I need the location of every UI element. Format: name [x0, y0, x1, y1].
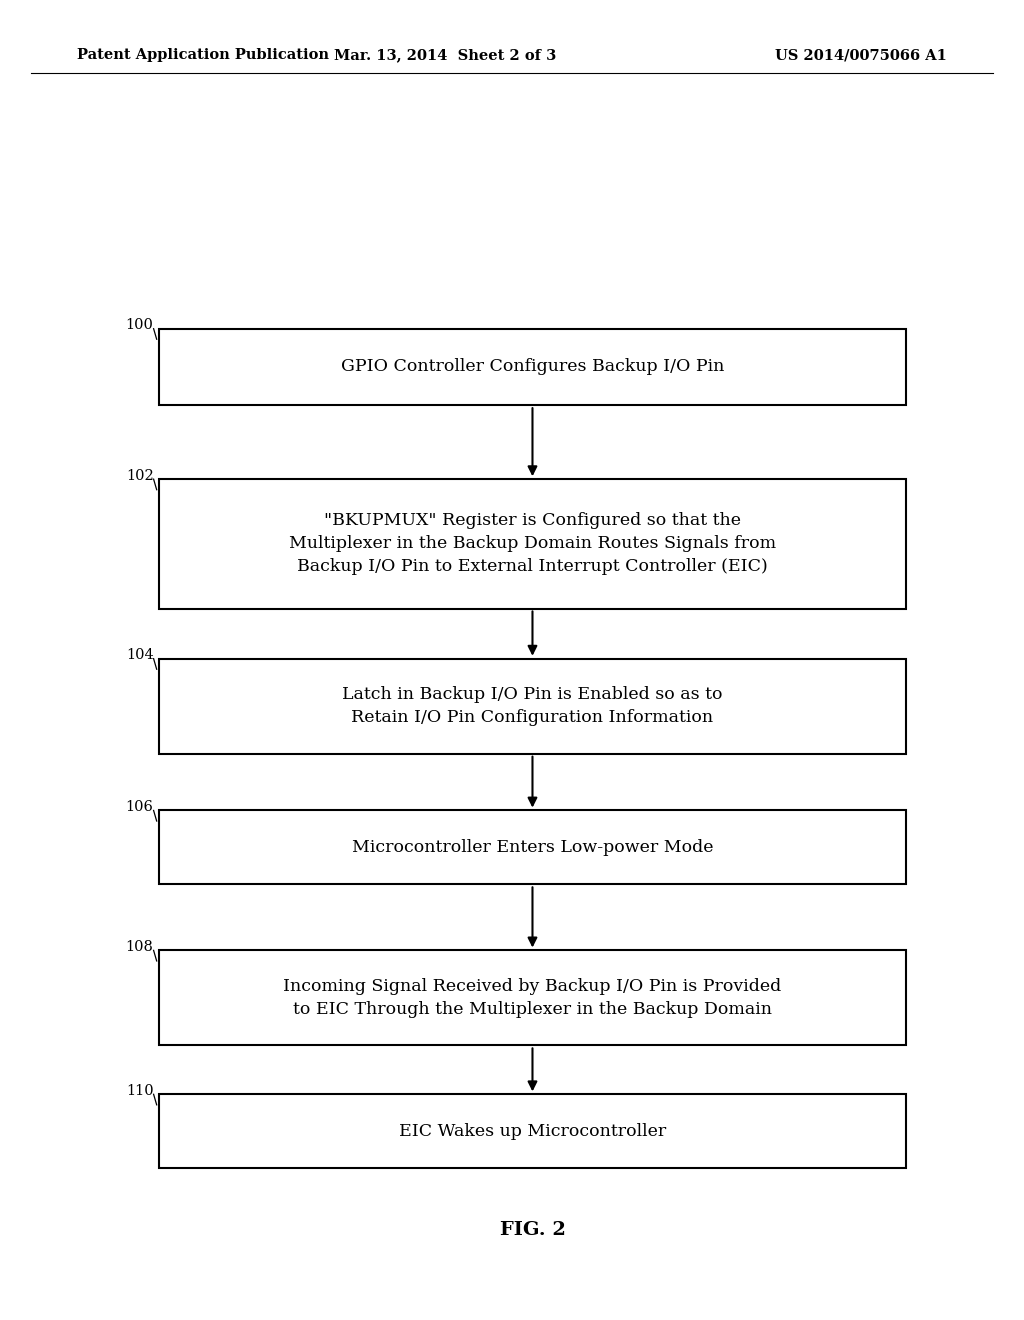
Bar	[159, 329, 906, 405]
Text: Patent Application Publication: Patent Application Publication	[77, 49, 329, 62]
Text: Latch in Backup I/O Pin is Enabled so as to
Retain I/O Pin Configuration Informa: Latch in Backup I/O Pin is Enabled so as…	[342, 686, 723, 726]
Text: Incoming Signal Received by Backup I/O Pin is Provided
to EIC Through the Multip: Incoming Signal Received by Backup I/O P…	[284, 978, 781, 1018]
Text: GPIO Controller Configures Backup I/O Pin: GPIO Controller Configures Backup I/O Pi…	[341, 359, 724, 375]
Text: EIC Wakes up Microcontroller: EIC Wakes up Microcontroller	[399, 1123, 666, 1139]
Text: 110: 110	[126, 1084, 154, 1098]
Text: FIG. 2: FIG. 2	[500, 1221, 565, 1239]
Text: 102: 102	[126, 469, 154, 483]
Text: 106: 106	[126, 800, 154, 814]
Bar	[159, 1094, 906, 1168]
Text: "BKUPMUX" Register is Configured so that the
Multiplexer in the Backup Domain Ro: "BKUPMUX" Register is Configured so that…	[289, 512, 776, 576]
Bar	[159, 810, 906, 884]
Text: 104: 104	[126, 648, 154, 663]
Bar	[159, 659, 906, 754]
Text: 108: 108	[126, 940, 154, 954]
Bar	[159, 950, 906, 1045]
Bar	[159, 479, 906, 609]
Text: 100: 100	[126, 318, 154, 333]
Text: US 2014/0075066 A1: US 2014/0075066 A1	[775, 49, 947, 62]
Text: Mar. 13, 2014  Sheet 2 of 3: Mar. 13, 2014 Sheet 2 of 3	[334, 49, 557, 62]
Text: Microcontroller Enters Low-power Mode: Microcontroller Enters Low-power Mode	[351, 840, 714, 855]
